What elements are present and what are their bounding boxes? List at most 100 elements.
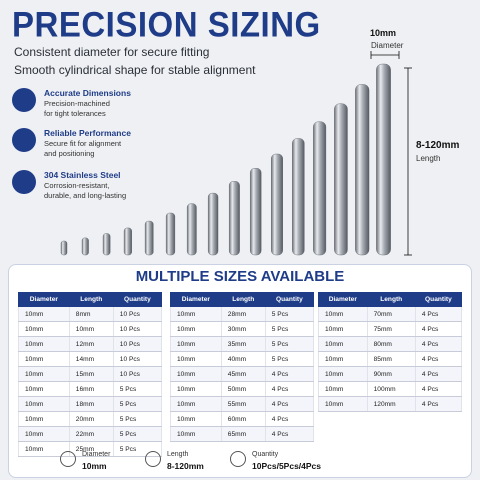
table-cell: 4 Pcs <box>414 366 463 382</box>
table-cell: 5 Pcs <box>112 381 163 397</box>
table-row: 10mm 40mm 5 Pcs <box>170 351 315 367</box>
table-cell: 10mm <box>170 321 222 337</box>
table-cell: 10 Pcs <box>112 306 163 322</box>
table-row: 10mm 55mm 4 Pcs <box>170 396 315 412</box>
table-cell: 4 Pcs <box>414 336 463 352</box>
header-row: Diameter Length Quantity <box>318 292 463 307</box>
footer-label: Quantity <box>252 451 279 458</box>
table-cell: 15mm <box>68 366 114 382</box>
pin <box>186 203 197 256</box>
column-header: Diameter <box>318 292 368 307</box>
subtitle: Consistent diameter for secure fitting <box>14 45 210 59</box>
table-cell: 10mm <box>170 426 222 442</box>
table-cell: 18mm <box>68 396 114 412</box>
table-row: 10mm 22mm 5 Pcs <box>18 426 163 442</box>
table-cell: 22mm <box>68 426 114 442</box>
table-cell: 10mm <box>318 351 368 367</box>
table-cell: 10mm <box>318 321 368 337</box>
length-value: 8-120mm <box>416 140 460 151</box>
feature-icon <box>12 128 36 152</box>
table-cell: 10mm <box>318 306 368 322</box>
table-cell: 5 Pcs <box>264 321 315 337</box>
table-row: 10mm 70mm 4 Pcs <box>318 306 463 322</box>
table-cell: 10 Pcs <box>112 351 163 367</box>
pin <box>123 227 132 256</box>
pins-illustration <box>60 51 412 256</box>
pin <box>292 138 305 256</box>
table-row: 10mm 90mm 4 Pcs <box>318 366 463 382</box>
table-cell: 10mm <box>18 411 70 427</box>
feature-icon <box>12 88 36 112</box>
column-header: Length <box>366 292 416 307</box>
table-row: 10mm 15mm 10 Pcs <box>18 366 163 382</box>
table-cell: 70mm <box>366 306 416 322</box>
table-row: 10mm 30mm 5 Pcs <box>170 321 315 337</box>
diameter-value: 10mm <box>370 28 397 38</box>
column-header: Length <box>68 292 114 307</box>
column-header: Quantity <box>112 292 163 307</box>
table-cell: 12mm <box>68 336 114 352</box>
table-cell: 10mm <box>170 381 222 397</box>
table-cell: 4 Pcs <box>264 426 315 442</box>
size-table: Diameter Length Quantity 10mm 70mm 4 Pcs 10mm 7… <box>318 292 463 412</box>
footer-icon <box>60 451 76 467</box>
table-cell: 10mm <box>318 381 368 397</box>
table-cell: 45mm <box>220 366 266 382</box>
table-cell: 10mm <box>318 336 368 352</box>
feature-title: 304 Stainless Steel <box>44 170 121 180</box>
table-row: 10mm 20mm 5 Pcs <box>18 411 163 427</box>
feature-title: Accurate Dimensions <box>44 88 131 98</box>
size-table: Diameter Length Quantity 10mm 8mm 10 Pcs 10mm 1… <box>18 292 163 457</box>
table-row: 10mm 35mm 5 Pcs <box>170 336 315 352</box>
table-cell: 120mm <box>366 396 416 412</box>
table-cell: 14mm <box>68 351 114 367</box>
footer-label: Length <box>167 451 189 458</box>
table-cell: 10mm <box>18 336 70 352</box>
table-row: 10mm 50mm 4 Pcs <box>170 381 315 397</box>
table-cell: 55mm <box>220 396 266 412</box>
table-cell: 4 Pcs <box>414 306 463 322</box>
table-cell: 10mm <box>18 351 70 367</box>
size-table: Diameter Length Quantity 10mm 28mm 5 Pcs 10mm 3… <box>170 292 315 442</box>
feature-description: for tight tolerances <box>44 109 106 118</box>
table-row: 10mm 85mm 4 Pcs <box>318 351 463 367</box>
table-cell: 20mm <box>68 411 114 427</box>
table-row: 10mm 14mm 10 Pcs <box>18 351 163 367</box>
table-cell: 90mm <box>366 366 416 382</box>
pin <box>228 181 240 256</box>
table-cell: 30mm <box>220 321 266 337</box>
table-cell: 80mm <box>366 336 416 352</box>
footer-value: 8-120mm <box>167 461 204 471</box>
feature-description: Corrosion-resistant, <box>44 181 110 190</box>
table-cell: 10mm <box>18 426 70 442</box>
table-cell: 10 Pcs <box>112 321 163 337</box>
table-cell: 10mm <box>170 306 222 322</box>
table-row: 10mm 120mm 4 Pcs <box>318 396 463 412</box>
pin <box>376 63 391 256</box>
table-cell: 5 Pcs <box>112 411 163 427</box>
feature-title: Reliable Performance <box>44 128 131 138</box>
footer-value: 10Pcs/5Pcs/4Pcs <box>252 461 322 471</box>
column-header: Quantity <box>414 292 463 307</box>
table-cell: 28mm <box>220 306 266 322</box>
column-header: Length <box>220 292 266 307</box>
table-row: 10mm 45mm 4 Pcs <box>170 366 315 382</box>
table-row: 10mm 12mm 10 Pcs <box>18 336 163 352</box>
pin <box>250 168 262 256</box>
table-cell: 10mm <box>170 351 222 367</box>
pin <box>60 240 68 256</box>
footer-label: Diameter <box>82 451 111 458</box>
table-cell: 10mm <box>318 366 368 382</box>
table-cell: 65mm <box>220 426 266 442</box>
table-row: 10mm 80mm 4 Pcs <box>318 336 463 352</box>
table-cell: 100mm <box>366 381 416 397</box>
table-cell: 10 Pcs <box>112 366 163 382</box>
table-row: 10mm 16mm 5 Pcs <box>18 381 163 397</box>
header-row: Diameter Length Quantity <box>170 292 315 307</box>
feature-description: Precision-machined <box>44 99 110 108</box>
table-cell: 10mm <box>170 336 222 352</box>
pin <box>334 103 348 256</box>
table-row: 10mm 10mm 10 Pcs <box>18 321 163 337</box>
table-cell: 60mm <box>220 411 266 427</box>
sizes-title: MULTIPLE SIZES AVAILABLE <box>135 268 345 285</box>
